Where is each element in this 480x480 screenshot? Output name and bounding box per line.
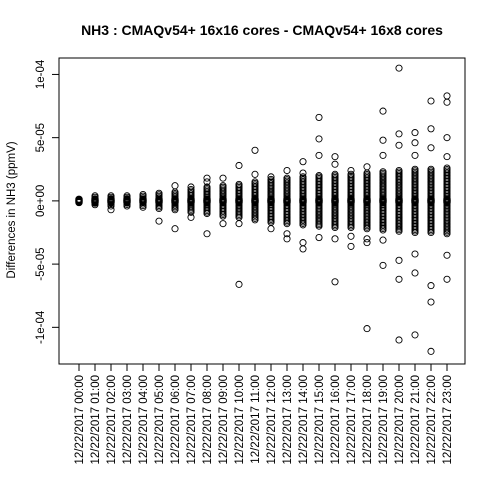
- outlier-point: [412, 270, 418, 276]
- y-tick-label: 1e-04: [35, 59, 47, 89]
- outlier-point: [236, 281, 242, 287]
- y-axis-label: Differences in NH3 (ppmV): [6, 141, 18, 278]
- plot-area-frame: [59, 58, 465, 364]
- outlier-point: [428, 98, 434, 104]
- outlier-point: [268, 226, 274, 232]
- outlier-point: [444, 135, 450, 141]
- x-axis: 12/22/2017 00:00 12/22/2017 01:00 12/22/20…: [74, 364, 454, 465]
- x-tick-label: 12/22/2017 14:00: [298, 375, 310, 465]
- x-tick-label: 12/22/2017 16:00: [330, 375, 342, 465]
- outlier-point: [348, 233, 354, 239]
- outlier-point: [396, 337, 402, 343]
- outlier-point: [220, 221, 226, 227]
- outlier-point: [300, 159, 306, 165]
- outlier-point: [380, 262, 386, 268]
- outlier-point: [316, 136, 322, 142]
- outlier-point: [156, 218, 162, 224]
- outlier-point: [412, 152, 418, 158]
- outlier-point: [348, 243, 354, 249]
- x-tick-label: 12/22/2017 02:00: [106, 375, 118, 465]
- outlier-point: [236, 221, 242, 227]
- x-tick-label: 12/22/2017 19:00: [378, 375, 390, 465]
- x-tick-label: 12/22/2017 23:00: [442, 375, 454, 465]
- outlier-point: [428, 283, 434, 289]
- x-tick-label: 12/22/2017 17:00: [346, 375, 358, 465]
- outlier-point: [252, 147, 258, 153]
- outlier-point: [444, 276, 450, 282]
- outlier-point: [332, 154, 338, 160]
- outlier-point: [412, 140, 418, 146]
- outlier-point: [332, 236, 338, 242]
- y-tick-label: -1e-04: [35, 310, 47, 344]
- x-tick-label: 12/22/2017 18:00: [362, 375, 374, 465]
- x-tick-label: 12/22/2017 15:00: [314, 375, 326, 465]
- y-tick-label: 0e+00: [35, 185, 47, 217]
- outlier-point: [172, 226, 178, 232]
- outlier-point: [332, 279, 338, 285]
- outlier-point: [300, 240, 306, 246]
- outlier-point: [172, 183, 178, 189]
- outlier-point: [236, 162, 242, 168]
- outlier-point: [428, 348, 434, 354]
- x-tick-label: 12/22/2017 07:00: [186, 375, 198, 465]
- outlier-point: [380, 237, 386, 243]
- y-tick-label: 5e-05: [35, 123, 47, 152]
- x-tick-label: 12/22/2017 05:00: [154, 375, 166, 465]
- outlier-point: [444, 252, 450, 258]
- outlier-point: [316, 234, 322, 240]
- x-tick-label: 12/22/2017 10:00: [234, 375, 246, 465]
- outlier-point: [364, 325, 370, 331]
- outlier-point: [364, 164, 370, 170]
- x-tick-label: 12/22/2017 11:00: [250, 375, 262, 464]
- chart-title: NH3 : CMAQv54+ 16x16 cores - CMAQv54+ 16…: [81, 22, 443, 38]
- outlier-point: [316, 152, 322, 158]
- outlier-point: [396, 131, 402, 137]
- x-tick-label: 12/22/2017 12:00: [266, 375, 278, 465]
- x-tick-label: 12/22/2017 04:00: [138, 375, 150, 465]
- x-tick-label: 12/22/2017 20:00: [394, 375, 406, 465]
- outlier-point: [220, 175, 226, 181]
- outlier-point: [428, 126, 434, 132]
- outlier-point: [396, 65, 402, 71]
- x-tick-label: 12/22/2017 13:00: [282, 375, 294, 465]
- outlier-point: [444, 93, 450, 99]
- outlier-point: [380, 137, 386, 143]
- outlier-point: [412, 251, 418, 257]
- outlier-point: [444, 154, 450, 160]
- x-tick-label: 12/22/2017 09:00: [218, 375, 230, 465]
- x-tick-label: 12/22/2017 01:00: [90, 375, 102, 465]
- outlier-point: [380, 108, 386, 114]
- outlier-point: [444, 99, 450, 105]
- outlier-point: [252, 171, 258, 177]
- data-points: [76, 65, 450, 354]
- x-tick-label: 12/22/2017 22:00: [426, 375, 438, 465]
- outlier-point: [428, 145, 434, 151]
- x-tick-label: 12/22/2017 03:00: [122, 375, 134, 465]
- outlier-point: [332, 161, 338, 167]
- outlier-point: [412, 332, 418, 338]
- x-tick-label: 12/22/2017 00:00: [74, 375, 86, 465]
- y-tick-label: -5e-05: [35, 247, 47, 280]
- outlier-point: [284, 167, 290, 173]
- outlier-point: [316, 114, 322, 120]
- x-tick-label: 12/22/2017 08:00: [202, 375, 214, 465]
- x-tick-label: 12/22/2017 06:00: [170, 375, 182, 465]
- outlier-point: [396, 257, 402, 263]
- x-tick-label: 12/22/2017 21:00: [410, 375, 422, 465]
- outlier-point: [204, 231, 210, 237]
- outlier-point: [396, 142, 402, 148]
- outlier-point: [380, 152, 386, 158]
- y-axis: -1e-04 -5e-05 0e+00 5e-05 1e-04: [35, 59, 59, 344]
- outlier-point: [428, 299, 434, 305]
- outlier-point: [364, 240, 370, 246]
- outlier-point: [300, 246, 306, 252]
- outlier-point: [412, 130, 418, 136]
- outlier-point: [396, 276, 402, 282]
